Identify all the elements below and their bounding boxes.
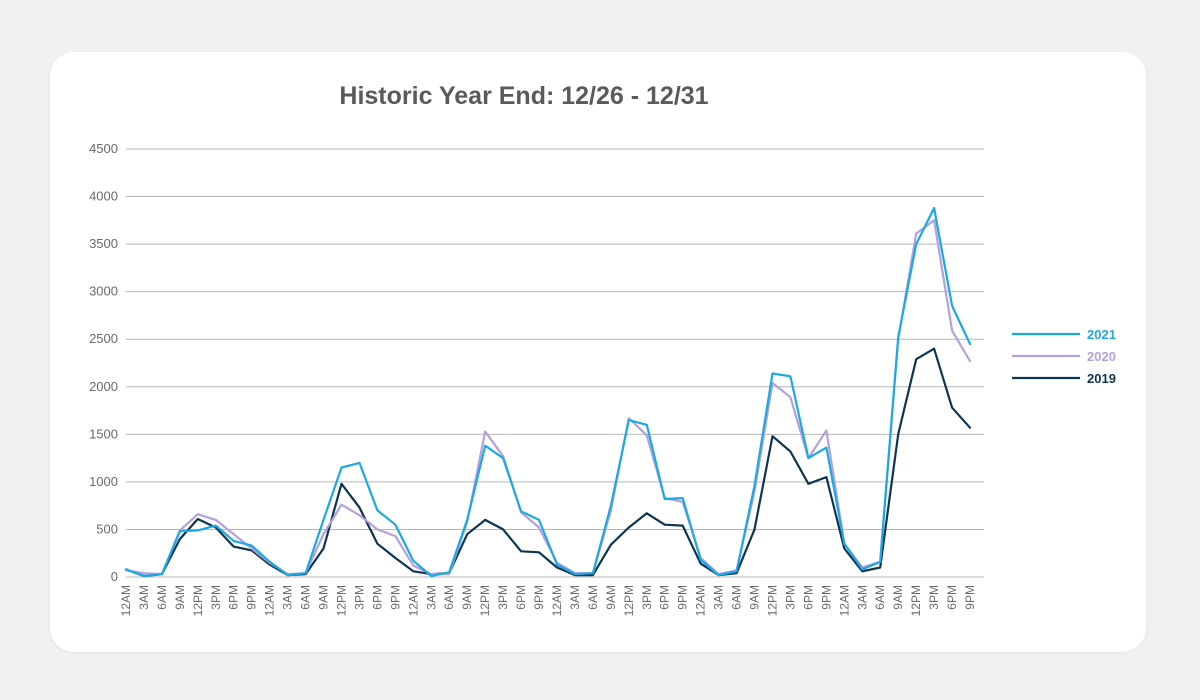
chart-title: Historic Year End: 12/26 - 12/31 [339,82,708,110]
x-tick-label: 9PM [819,585,833,610]
x-tick-label: 12AM [694,585,708,616]
x-tick-label: 6AM [730,585,744,610]
x-tick-label: 6PM [370,585,384,610]
legend-label-2020: 2020 [1087,349,1116,364]
x-tick-label: 12PM [478,585,492,616]
x-tick-label: 3AM [281,585,295,610]
x-tick-label: 9PM [245,585,259,610]
x-tick-label: 3PM [640,585,654,610]
y-tick-label: 1500 [89,426,118,441]
legend-label-2019: 2019 [1087,371,1116,386]
x-tick-label: 12PM [622,585,636,616]
x-tick-label: 3AM [424,585,438,610]
x-tick-label: 12PM [334,585,348,616]
y-tick-label: 2000 [89,379,118,394]
x-tick-label: 3PM [496,585,510,610]
y-tick-label: 500 [96,521,118,536]
y-tick-label: 3500 [89,236,118,251]
legend-label-2021: 2021 [1087,327,1116,342]
x-tick-label: 9AM [604,585,618,610]
chart-card: Historic Year End: 12/26 - 12/31 0 500 100… [50,52,1146,652]
x-tick-label: 12AM [263,585,277,616]
series-line-2019 [124,347,972,578]
x-tick-label: 9PM [532,585,546,610]
x-tick-label: 3AM [712,585,726,610]
x-tick-label: 6AM [299,585,313,610]
series-line-2021 [124,206,972,578]
x-tick-label: 9AM [317,585,331,610]
x-tick-label: 3PM [927,585,941,610]
x-tick-label: 6PM [658,585,672,610]
x-tick-label: 6PM [514,585,528,610]
x-tick-label: 6AM [873,585,887,610]
y-tick-label: 0 [111,569,118,584]
x-tick-label: 3AM [855,585,869,610]
x-tick-label: 12AM [837,585,851,616]
y-tick-label: 3000 [89,284,118,299]
x-tick-label: 12AM [119,585,133,616]
x-tick-label: 9AM [748,585,762,610]
line-chart: Historic Year End: 12/26 - 12/31 0 500 100… [89,82,1116,616]
x-tick-label: 3PM [783,585,797,610]
x-tick-label: 9PM [963,585,977,610]
x-tick-label: 9AM [891,585,905,610]
x-tick-label: 9PM [676,585,690,610]
x-tick-label: 9AM [173,585,187,610]
x-tick-label: 9AM [460,585,474,610]
x-tick-label: 6AM [442,585,456,610]
y-tick-label: 4000 [89,189,118,204]
y-tick-label: 1000 [89,474,118,489]
x-tick-label: 9PM [388,585,402,610]
y-tick-label: 4500 [89,141,118,156]
x-tick-label: 6PM [945,585,959,610]
x-tick-label: 6PM [801,585,815,610]
x-tick-label: 12PM [765,585,779,616]
x-tick-label: 3AM [137,585,151,610]
x-tick-label: 6AM [586,585,600,610]
x-tick-label: 12PM [909,585,923,616]
series-line-2020 [124,219,972,576]
x-tick-label: 12AM [406,585,420,616]
x-tick-label: 12AM [550,585,564,616]
x-tick-label: 6AM [155,585,169,610]
x-tick-label: 3PM [352,585,366,610]
x-tick-label: 3PM [209,585,223,610]
x-tick-label: 6PM [227,585,241,610]
x-tick-label: 12PM [191,585,205,616]
y-tick-label: 2500 [89,331,118,346]
x-tick-label: 3AM [568,585,582,610]
